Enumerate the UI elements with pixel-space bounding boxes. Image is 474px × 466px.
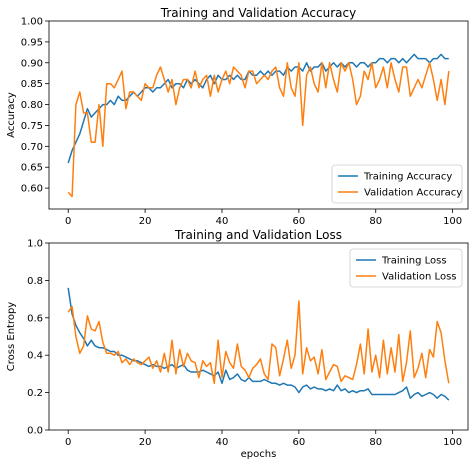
accuracy-chart-plot-area: [67, 53, 450, 198]
loss-chart-ytick-label: 1.0: [27, 239, 43, 250]
accuracy-chart-series-validation-line: [67, 62, 450, 198]
accuracy-chart-legend-label: Training Accuracy: [363, 172, 452, 183]
loss-chart-xlabel: epochs: [241, 449, 277, 460]
accuracy-chart-ytick-label: 0.85: [21, 79, 43, 90]
loss-chart-series-validation-line: [67, 300, 450, 385]
loss-chart-xtick-label: 40: [216, 437, 229, 448]
loss-chart-ytick-label: 0.6: [27, 313, 43, 324]
accuracy-chart: Training and Validation Accuracy Accurac…: [6, 6, 469, 228]
accuracy-chart-xtick-label: 20: [139, 216, 152, 227]
accuracy-chart-ytick-label: 1.00: [21, 17, 43, 28]
accuracy-chart-xtick-label: 80: [369, 216, 382, 227]
accuracy-chart-xtick-label: 60: [292, 216, 305, 227]
accuracy-chart-xtick-label: 0: [65, 216, 71, 227]
loss-chart-xtick-label: 20: [139, 437, 152, 448]
loss-chart-ticks: 0 20 40 60 80 100 0.0 0.2 0.4 0.6 0.8 1.0: [27, 239, 462, 449]
accuracy-chart-ytick-label: 0.60: [21, 184, 43, 195]
loss-chart-frame: [48, 242, 469, 431]
loss-chart-legend-label: Training Loss: [381, 256, 447, 267]
accuracy-chart-xtick-label: 100: [443, 216, 462, 227]
accuracy-chart-title: Training and Validation Accuracy: [160, 6, 356, 20]
loss-chart-xtick-label: 0: [65, 437, 71, 448]
loss-chart-legend-label: Validation Loss: [382, 272, 457, 283]
accuracy-chart-ytick-label: 0.75: [21, 121, 43, 132]
accuracy-chart-ylabel: Accuracy: [6, 92, 17, 138]
accuracy-chart-ytick-label: 0.80: [21, 100, 43, 111]
loss-chart: Training and Validation Loss Cross Entro…: [6, 228, 469, 460]
accuracy-chart-legend: Training Accuracy Validation Accuracy: [331, 164, 463, 204]
loss-chart-xtick-label: 100: [443, 437, 462, 448]
accuracy-chart-series-training-line: [67, 53, 449, 164]
accuracy-chart-legend-label: Validation Accuracy: [364, 188, 462, 199]
loss-chart-ylabel: Cross Entropy: [6, 302, 17, 372]
loss-chart-xtick-label: 60: [292, 437, 305, 448]
accuracy-chart-ytick-label: 0.90: [21, 58, 43, 69]
accuracy-chart-ticks: 0 20 40 60 80 100 0.60 0.65 0.70 0.75 0.80 0.85 0.90…: [21, 17, 462, 228]
loss-chart-series-training-line: [67, 287, 450, 401]
loss-chart-ytick-label: 0.2: [27, 388, 43, 399]
accuracy-chart-legend-box: [331, 164, 463, 204]
loss-chart-plot-area: [67, 287, 450, 401]
accuracy-chart-frame: [48, 20, 469, 210]
accuracy-chart-ytick-label: 0.65: [21, 163, 43, 174]
loss-chart-xtick-label: 80: [369, 437, 382, 448]
loss-chart-title: Training and Validation Loss: [174, 228, 342, 242]
loss-chart-ytick-label: 0.0: [27, 426, 43, 437]
accuracy-chart-ytick-label: 0.95: [21, 37, 43, 48]
loss-chart-legend: Training Loss Validation Loss: [349, 248, 463, 288]
loss-chart-legend-box: [349, 248, 463, 288]
loss-chart-ytick-label: 0.8: [27, 276, 43, 287]
loss-chart-ytick-label: 0.4: [27, 351, 43, 362]
accuracy-chart-xtick-label: 40: [216, 216, 229, 227]
accuracy-chart-ytick-label: 0.70: [21, 142, 43, 153]
